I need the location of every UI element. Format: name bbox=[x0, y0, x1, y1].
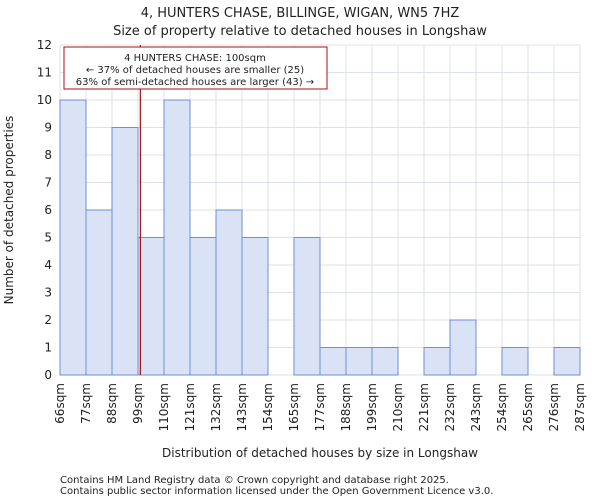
x-tick-label: 276sqm bbox=[547, 383, 561, 431]
x-tick-label: 132sqm bbox=[209, 383, 223, 431]
x-tick-label: 177sqm bbox=[313, 383, 327, 431]
x-tick-label: 121sqm bbox=[183, 383, 197, 431]
y-tick-label: 6 bbox=[44, 203, 52, 217]
bar-132sqm bbox=[215, 209, 243, 376]
y-tick-label: 12 bbox=[37, 38, 52, 52]
bar-188sqm bbox=[345, 347, 373, 376]
y-tick-label: 1 bbox=[44, 341, 52, 355]
annotation-line1: 4 HUNTERS CHASE: 100sqm bbox=[124, 53, 266, 64]
bars-group bbox=[59, 99, 581, 376]
x-tick-label: 254sqm bbox=[495, 383, 509, 431]
x-tick-label: 265sqm bbox=[521, 383, 535, 431]
bar-276sqm bbox=[553, 347, 581, 376]
bar-143sqm bbox=[241, 237, 269, 376]
y-tick-label: 2 bbox=[44, 313, 52, 327]
x-tick-label: 243sqm bbox=[469, 383, 483, 431]
y-axis-label: Number of detached properties bbox=[2, 116, 16, 305]
x-tick-label: 287sqm bbox=[573, 383, 587, 431]
x-tick-label: 221sqm bbox=[417, 383, 431, 431]
bar-232sqm bbox=[449, 319, 477, 376]
x-tick-label: 165sqm bbox=[287, 383, 301, 431]
chart-title-line1: 4, HUNTERS CHASE, BILLINGE, WIGAN, WN5 7… bbox=[141, 6, 460, 21]
y-tick-label: 4 bbox=[44, 258, 52, 272]
x-tick-label: 88sqm bbox=[105, 383, 119, 424]
bar-110sqm bbox=[163, 99, 191, 376]
chart-title-line2: Size of property relative to detached ho… bbox=[113, 24, 487, 39]
x-tick-label: 154sqm bbox=[261, 383, 275, 431]
x-tick-label: 188sqm bbox=[339, 383, 353, 431]
bar-66sqm bbox=[59, 99, 87, 376]
bar-199sqm bbox=[371, 347, 399, 376]
x-tick-label: 99sqm bbox=[131, 383, 145, 424]
annotation-box: 4 HUNTERS CHASE: 100sqm ← 37% of detache… bbox=[63, 46, 328, 90]
y-tick-label: 8 bbox=[44, 148, 52, 162]
bar-165sqm bbox=[293, 237, 321, 376]
bar-88sqm bbox=[111, 127, 139, 376]
annotation-line2: ← 37% of detached houses are smaller (25… bbox=[86, 65, 304, 76]
bar-99sqm bbox=[137, 237, 165, 376]
bar-77sqm bbox=[85, 209, 113, 376]
bar-221sqm bbox=[423, 347, 451, 376]
y-tick-label: 11 bbox=[37, 66, 52, 80]
y-tick-label: 10 bbox=[37, 93, 52, 107]
x-tick-label: 143sqm bbox=[235, 383, 249, 431]
y-tick-label: 0 bbox=[44, 368, 52, 382]
x-tick-label: 232sqm bbox=[443, 383, 457, 431]
y-tick-label: 3 bbox=[44, 286, 52, 300]
x-axis-ticks: 66sqm 77sqm 88sqm 99sqm 110sqm 121sqm 132sqm 14… bbox=[53, 383, 587, 431]
bar-177sqm bbox=[319, 347, 347, 376]
bar-121sqm bbox=[189, 237, 217, 376]
y-tick-label: 9 bbox=[44, 121, 52, 135]
y-tick-label: 5 bbox=[44, 231, 52, 245]
footer-line1: Contains HM Land Registry data © Crown c… bbox=[60, 475, 449, 486]
annotation-line3: 63% of semi-detached houses are larger (… bbox=[76, 77, 314, 88]
x-tick-label: 66sqm bbox=[53, 383, 67, 424]
y-tick-label: 7 bbox=[44, 176, 52, 190]
bar-254sqm bbox=[501, 347, 529, 376]
x-tick-label: 77sqm bbox=[79, 383, 93, 424]
x-axis-label: Distribution of detached houses by size … bbox=[162, 446, 478, 460]
x-tick-label: 210sqm bbox=[391, 383, 405, 431]
x-tick-label: 199sqm bbox=[365, 383, 379, 431]
x-tick-label: 110sqm bbox=[157, 383, 171, 431]
footer-line2: Contains public sector information licen… bbox=[60, 486, 493, 497]
